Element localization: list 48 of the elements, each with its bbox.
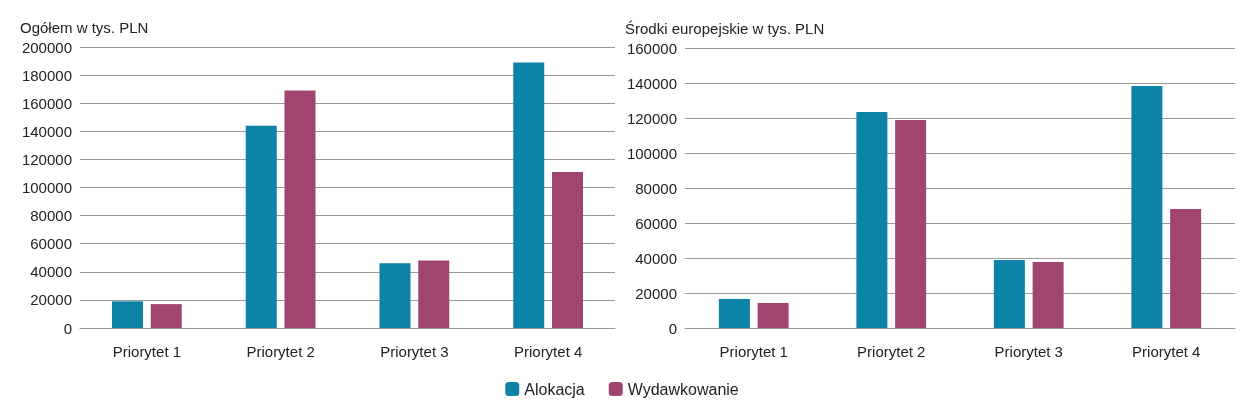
- y-tick-label: 160000: [626, 39, 677, 57]
- x-tick-label: Priorytet 2: [857, 343, 926, 360]
- y-tick-label: 60000: [635, 214, 677, 232]
- legend-label: Alokacja: [524, 380, 585, 398]
- bar: [379, 263, 411, 328]
- y-tick-label: 140000: [21, 122, 72, 140]
- y-tick-label: 200000: [21, 38, 72, 56]
- y-tick-label: 0: [63, 319, 72, 337]
- bar: [1170, 209, 1202, 328]
- x-tick-label: Priorytet 1: [112, 343, 182, 360]
- bar: [552, 172, 583, 328]
- bar: [150, 304, 182, 328]
- x-tick-label: Priorytet 1: [719, 343, 788, 360]
- y-tick-label: 40000: [635, 249, 677, 267]
- y-tick-label: 120000: [626, 109, 677, 127]
- bar: [1131, 85, 1163, 328]
- y-axis-title: Środki europejskie w tys. PLN: [625, 20, 825, 37]
- x-tick-label: Priorytet 2: [246, 343, 315, 360]
- bar: [112, 301, 143, 328]
- x-tick-label: Priorytet 3: [994, 343, 1063, 360]
- bar: [513, 62, 545, 328]
- bar: [284, 90, 316, 328]
- y-tick-label: 140000: [626, 74, 677, 92]
- bar: [993, 259, 1025, 328]
- y-tick-label: 80000: [30, 207, 72, 225]
- bar: [895, 119, 927, 328]
- x-tick-label: Priorytet 4: [513, 343, 583, 360]
- y-tick-label: 160000: [21, 94, 72, 112]
- x-tick-label: Priorytet 4: [1132, 343, 1201, 360]
- legend-label: Wydawkowanie: [627, 380, 739, 398]
- bar: [757, 302, 789, 328]
- y-tick-label: 120000: [21, 150, 72, 168]
- x-tick-label: Priorytet 3: [380, 343, 449, 360]
- y-tick-label: 100000: [21, 179, 72, 196]
- y-tick-label: 0: [668, 319, 677, 337]
- bar: [856, 112, 888, 328]
- y-tick-label: 60000: [30, 235, 72, 253]
- y-tick-label: 100000: [626, 144, 677, 162]
- y-tick-label: 20000: [30, 291, 72, 309]
- y-tick-label: 40000: [30, 263, 72, 281]
- bar: [245, 125, 277, 328]
- bar: [1032, 262, 1064, 328]
- bar: [718, 298, 750, 328]
- bar: [418, 260, 450, 328]
- y-tick-label: 180000: [21, 66, 72, 84]
- y-axis-title: Ogółem w tys. PLN: [20, 19, 149, 36]
- y-tick-label: 80000: [635, 179, 677, 197]
- y-tick-label: 20000: [635, 284, 677, 302]
